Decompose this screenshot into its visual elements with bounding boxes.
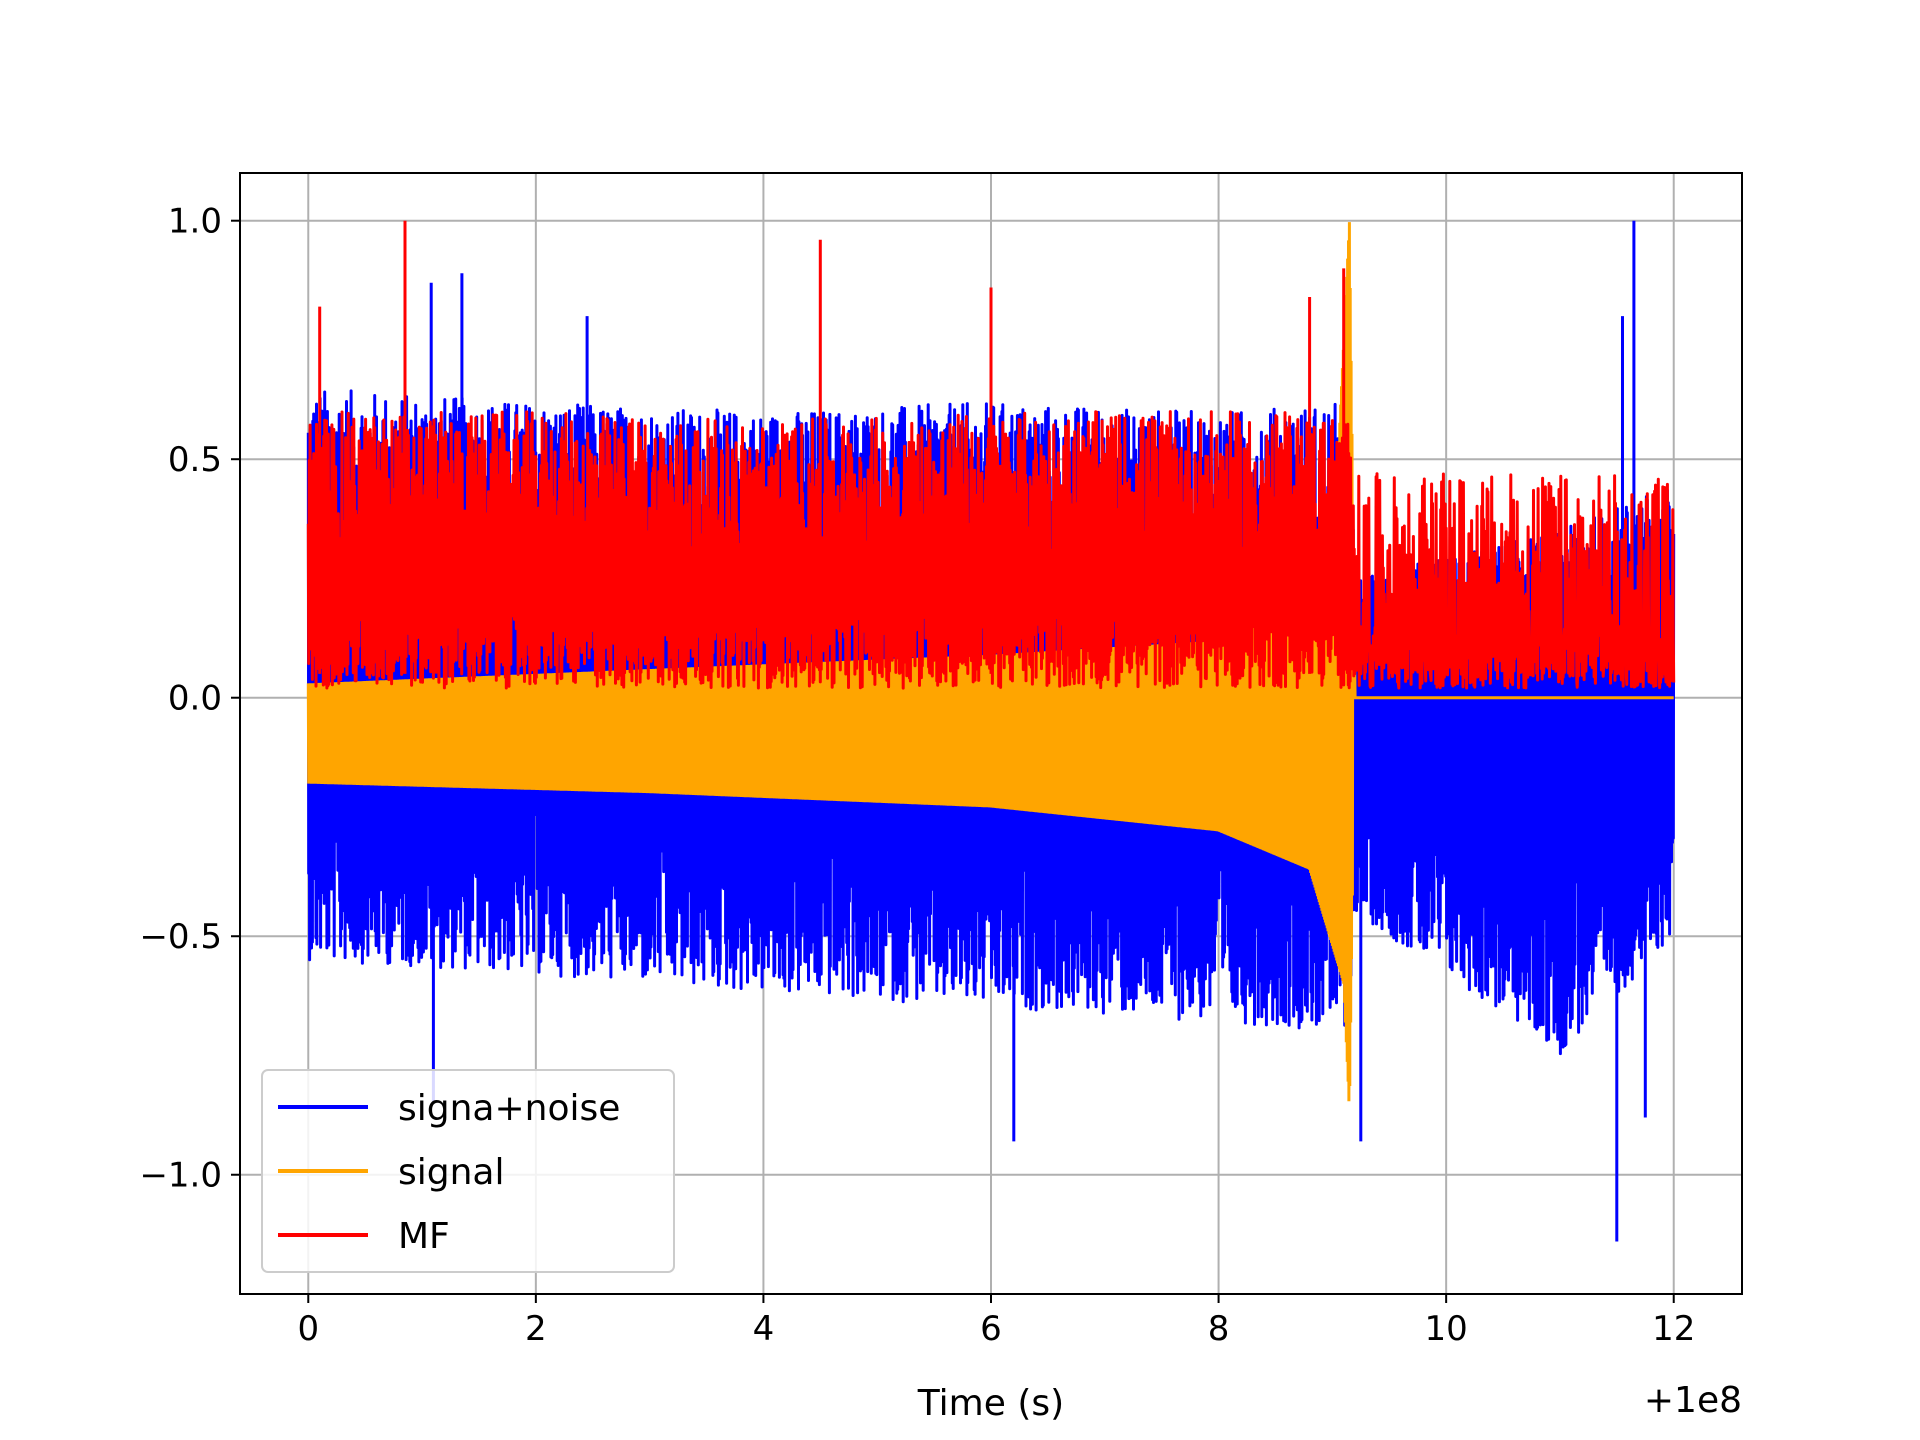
- x-tick-label: 12: [1652, 1309, 1695, 1349]
- x-tick-label: 2: [525, 1309, 547, 1349]
- legend-label: MF: [398, 1216, 450, 1257]
- x-axis-label: Time (s): [917, 1383, 1064, 1424]
- x-tick-label: 6: [980, 1309, 1002, 1349]
- x-tick-label: 8: [1208, 1309, 1230, 1349]
- x-axis-offset-label: +1e8: [1644, 1380, 1742, 1421]
- x-tick-label: 4: [753, 1309, 775, 1349]
- y-tick-label: 1.0: [168, 202, 222, 242]
- series-mf-line: [306, 220, 1676, 690]
- series-signal-line: [306, 222, 1674, 1102]
- y-tick-label: −1.0: [139, 1156, 222, 1196]
- legend-box: [261, 1069, 675, 1273]
- x-tick-label: 10: [1425, 1309, 1468, 1349]
- y-tick-label: 0.5: [168, 440, 222, 480]
- y-tick-label: 0.0: [168, 679, 222, 719]
- legend-label: signal: [398, 1152, 505, 1193]
- y-tick-label: −0.5: [139, 917, 222, 957]
- legend-label: signa+noise: [398, 1088, 620, 1129]
- series-layer: [306, 220, 1676, 1242]
- ticks: 0 2 4 6 8 10 12 −1.0 −0.5 0.0 0.5 1.0: [139, 202, 1695, 1349]
- legend: signa+noise signal MF: [261, 1069, 675, 1273]
- x-tick-label: 0: [297, 1309, 319, 1349]
